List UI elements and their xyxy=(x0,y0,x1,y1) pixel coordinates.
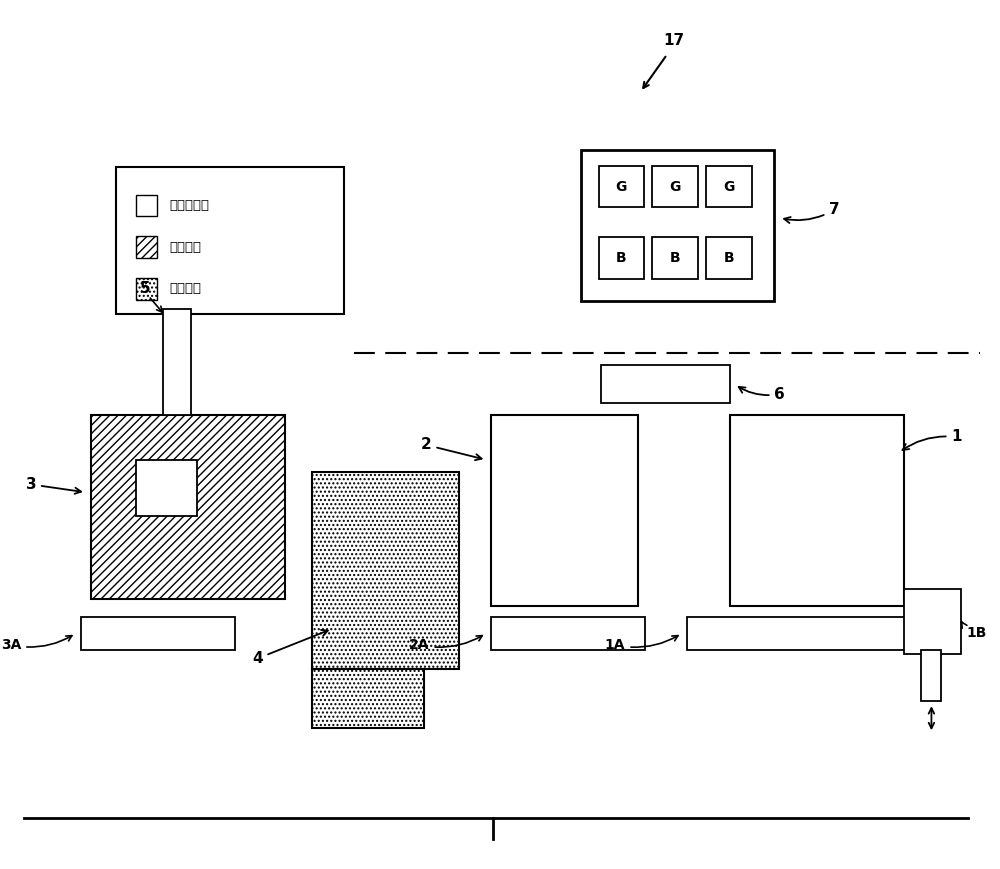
Bar xyxy=(599,166,644,208)
Text: 6: 6 xyxy=(739,387,785,401)
Bar xyxy=(81,617,235,650)
Text: B: B xyxy=(616,251,627,265)
Text: 5: 5 xyxy=(140,282,151,296)
Text: 2: 2 xyxy=(421,437,482,461)
Bar xyxy=(136,278,157,300)
Bar xyxy=(687,617,911,650)
Text: G: G xyxy=(616,180,627,194)
Bar xyxy=(706,166,752,208)
Text: 7: 7 xyxy=(784,202,840,223)
Bar xyxy=(163,308,191,415)
Text: 17: 17 xyxy=(664,33,685,48)
Bar xyxy=(921,650,941,701)
Bar xyxy=(136,195,157,216)
Text: 4: 4 xyxy=(252,630,328,666)
Text: 1A: 1A xyxy=(605,635,678,652)
Bar xyxy=(601,366,730,403)
Text: G: G xyxy=(723,180,734,194)
Text: 不良托盘: 不良托盘 xyxy=(169,282,201,295)
Bar xyxy=(91,415,285,599)
Text: 3A: 3A xyxy=(1,635,72,652)
Bar xyxy=(491,617,645,650)
Bar xyxy=(116,167,344,314)
Bar xyxy=(904,589,961,653)
Bar xyxy=(581,149,774,301)
Text: 3: 3 xyxy=(26,477,81,494)
Bar xyxy=(652,166,698,208)
Bar xyxy=(312,668,424,728)
Bar xyxy=(136,236,157,258)
Bar xyxy=(652,237,698,279)
Bar xyxy=(730,415,904,606)
Text: 1: 1 xyxy=(903,429,962,450)
Bar xyxy=(491,415,638,606)
Text: 1B: 1B xyxy=(961,621,987,640)
Bar xyxy=(599,237,644,279)
Text: B: B xyxy=(670,251,680,265)
Text: B: B xyxy=(723,251,734,265)
Bar xyxy=(706,237,752,279)
Bar xyxy=(312,472,459,668)
Text: 良好托盘: 良好托盘 xyxy=(169,241,201,254)
Bar xyxy=(136,460,197,516)
Text: G: G xyxy=(669,180,681,194)
Text: 不存在托盘: 不存在托盘 xyxy=(169,199,209,212)
Text: 2A: 2A xyxy=(409,635,482,652)
